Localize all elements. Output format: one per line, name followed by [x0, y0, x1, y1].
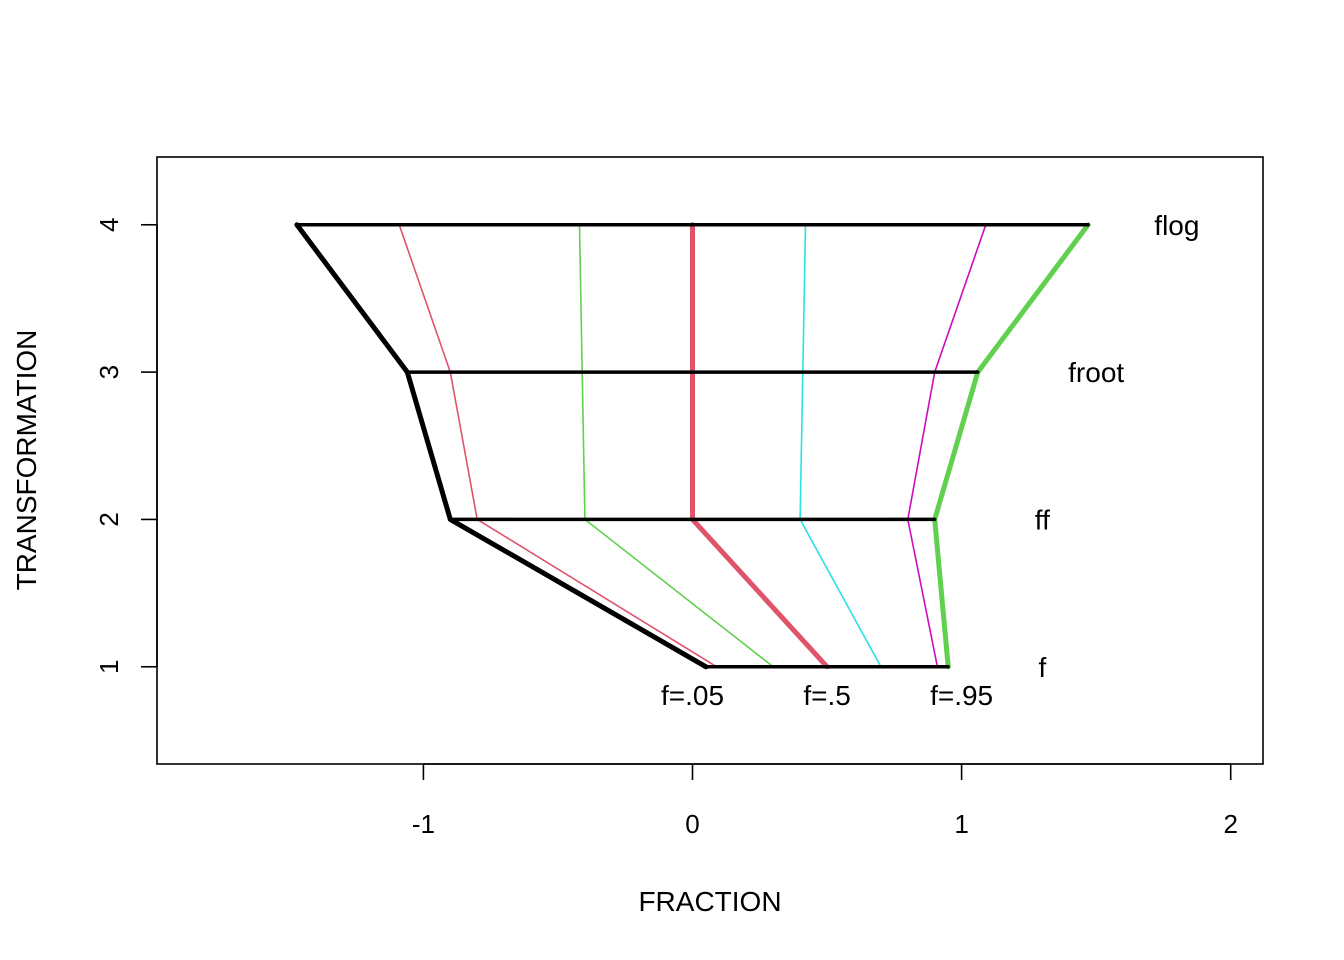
series-line-3 — [578, 224, 775, 668]
level-label-1: f — [1038, 652, 1046, 683]
x-axis-title: FRACTION — [638, 886, 781, 917]
x-tick-label-3: 1 — [954, 809, 968, 839]
fraction-annotation-1: f=.05 — [661, 680, 724, 711]
x-tick-label-1: -1 — [412, 809, 435, 839]
level-label-3: froot — [1068, 357, 1124, 388]
fraction-annotation-3: f=.95 — [930, 680, 993, 711]
series-line-1 — [294, 222, 709, 670]
x-axis: -1 0 1 2 — [412, 763, 1238, 839]
x-tick-label-2: 0 — [685, 809, 699, 839]
series-line-7 — [932, 222, 1091, 670]
fraction-annotation-2: f=.5 — [803, 680, 850, 711]
series-line-6 — [906, 224, 987, 668]
level-label-2: ff — [1035, 504, 1050, 535]
y-tick-label-3: 3 — [94, 365, 124, 379]
plot-box — [156, 156, 1264, 765]
series-line-4 — [690, 222, 830, 670]
series-line-2 — [398, 224, 718, 668]
y-tick-label-2: 2 — [94, 512, 124, 526]
y-axis: 1 2 3 4 — [94, 218, 158, 674]
series-line-5 — [799, 224, 882, 668]
level-label-4: flog — [1154, 210, 1199, 241]
y-tick-label-4: 4 — [94, 218, 124, 232]
y-tick-label-1: 1 — [94, 660, 124, 674]
y-axis-title: TRANSFORMATION — [11, 330, 42, 591]
x-tick-label-4: 2 — [1223, 809, 1237, 839]
